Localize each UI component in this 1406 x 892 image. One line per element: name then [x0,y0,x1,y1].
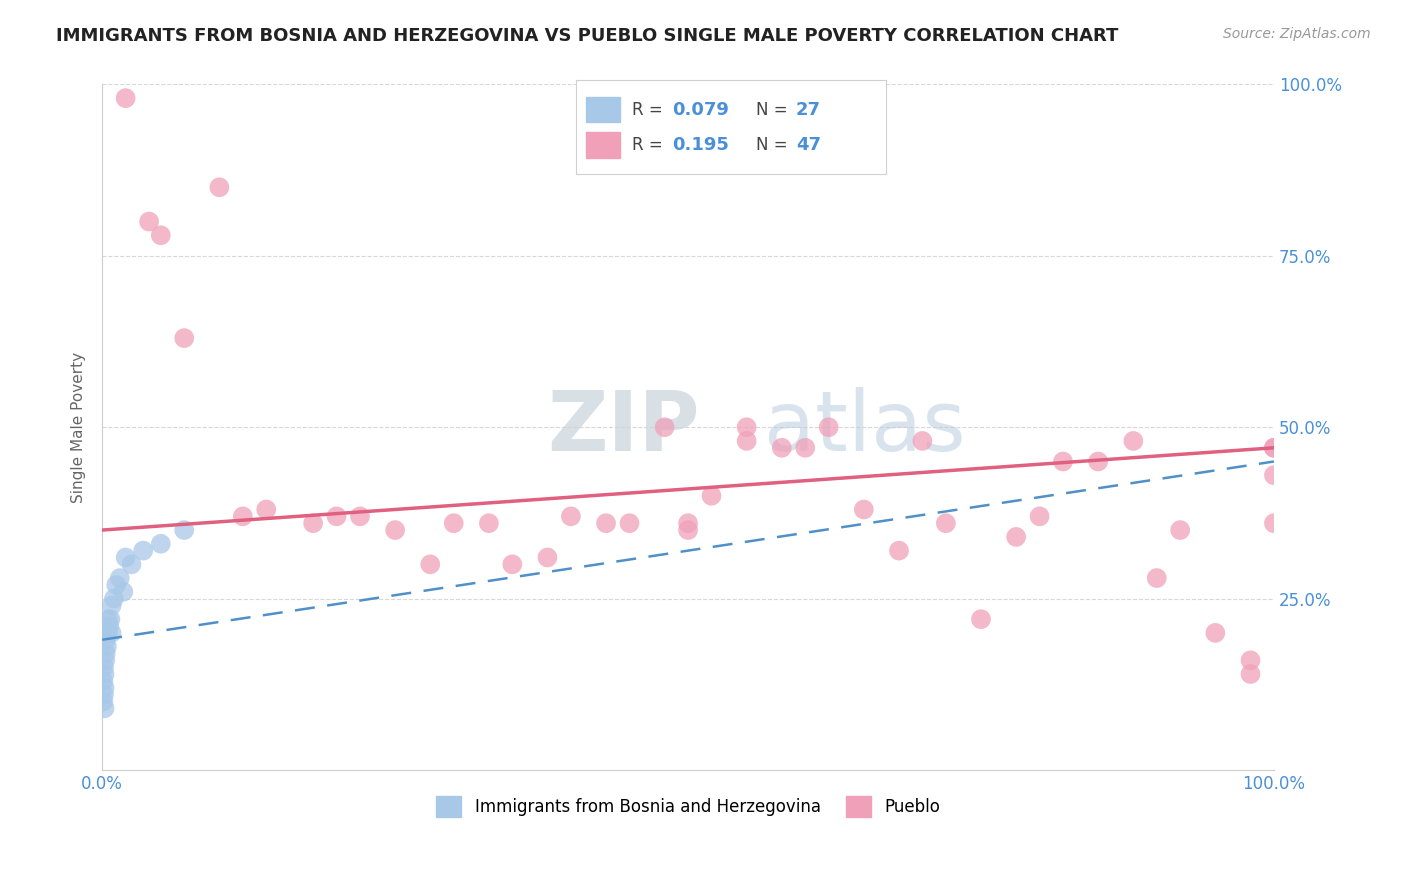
Bar [586,132,620,158]
Point [1263,441,1285,455]
Point [595,516,617,531]
Point [1052,454,1074,468]
Point [93,673,115,688]
Point [887,543,910,558]
Point [121,558,143,572]
Point [96,640,118,654]
Point [935,516,957,531]
Legend: Immigrants from Bosnia and Herzegovina, Pueblo: Immigrants from Bosnia and Herzegovina, … [430,789,946,823]
Point [103,591,125,606]
Point [108,571,131,585]
Point [700,489,723,503]
Point [94,632,117,647]
Point [676,523,699,537]
Point [173,331,195,345]
Point [419,558,441,572]
Point [149,537,172,551]
Point [1168,523,1191,537]
Point [208,180,231,194]
Point [302,516,325,531]
Text: N =: N = [756,136,793,153]
Point [1263,441,1285,455]
Text: Source: ZipAtlas.com: Source: ZipAtlas.com [1223,27,1371,41]
Text: R =: R = [633,136,668,153]
Point [132,543,155,558]
Point [325,509,347,524]
Point [1146,571,1168,585]
Point [1204,626,1226,640]
Point [970,612,993,626]
Point [501,558,523,572]
Point [93,701,115,715]
Point [817,420,839,434]
Point [105,578,128,592]
Point [112,584,135,599]
Text: R =: R = [633,101,668,119]
Y-axis label: Single Male Poverty: Single Male Poverty [72,351,86,503]
Bar [586,96,620,122]
Point [138,214,160,228]
Point [93,694,115,708]
Point [770,441,793,455]
Point [114,550,136,565]
Point [536,550,558,565]
Point [100,599,122,613]
Point [94,647,117,661]
Point [98,619,121,633]
Point [676,516,699,531]
Point [100,612,122,626]
Point [93,688,115,702]
Text: N =: N = [756,101,793,119]
Point [911,434,934,448]
Point [794,441,817,455]
Point [443,516,465,531]
Text: 0.195: 0.195 [672,136,730,153]
Text: atlas: atlas [765,387,966,467]
Point [232,509,254,524]
Point [1239,653,1261,667]
Point [384,523,406,537]
Point [97,612,120,626]
Point [94,653,117,667]
Point [735,420,758,434]
Text: IMMIGRANTS FROM BOSNIA AND HERZEGOVINA VS PUEBLO SINGLE MALE POVERTY CORRELATION: IMMIGRANTS FROM BOSNIA AND HERZEGOVINA V… [56,27,1119,45]
Point [654,420,676,434]
Point [1263,516,1285,531]
Point [96,626,118,640]
Point [1005,530,1028,544]
Point [93,660,115,674]
Point [100,626,122,640]
Point [1263,468,1285,483]
Point [478,516,501,531]
Point [1122,434,1144,448]
Point [149,228,172,243]
Point [97,626,120,640]
Point [254,502,277,516]
Text: 27: 27 [796,101,821,119]
Point [1087,454,1109,468]
Point [619,516,641,531]
Point [349,509,371,524]
Point [93,681,115,695]
Point [1239,667,1261,681]
Point [93,667,115,681]
Point [173,523,195,537]
Point [560,509,582,524]
Point [1028,509,1050,524]
Text: 0.079: 0.079 [672,101,730,119]
Text: 47: 47 [796,136,821,153]
Point [735,434,758,448]
Point [114,91,136,105]
Text: ZIP: ZIP [547,387,700,467]
Point [852,502,875,516]
